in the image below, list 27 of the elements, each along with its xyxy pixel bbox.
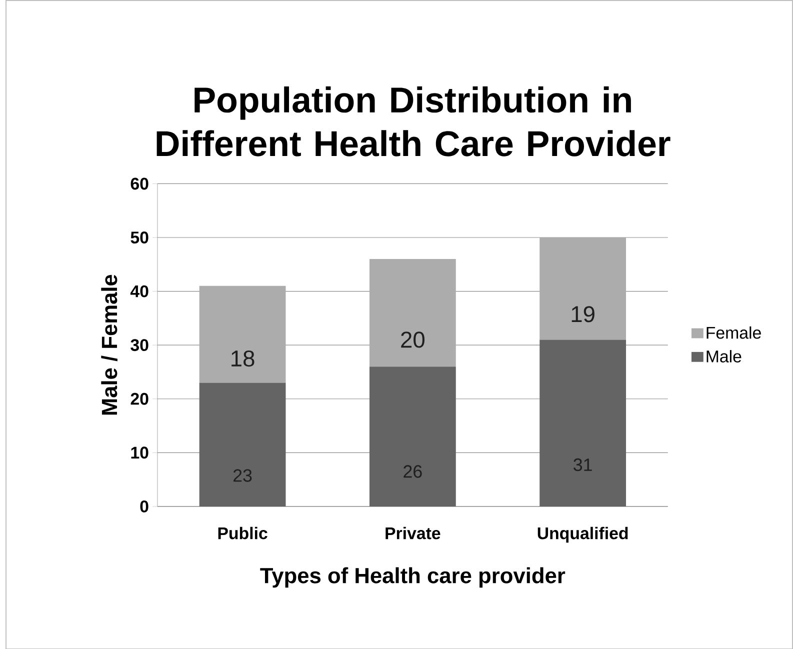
x-axis-title: Types of Health care provider — [260, 567, 566, 588]
y-tick-label: 10 — [131, 446, 148, 458]
data-label: 23 — [233, 468, 252, 482]
y-axis-title: Male / Female — [101, 274, 118, 414]
data-label: 31 — [574, 458, 592, 471]
bar — [369, 258, 456, 366]
y-tick-label: 50 — [130, 231, 148, 244]
y-tick-label: 60 — [130, 178, 148, 190]
x-tick-label: Unqualified — [538, 526, 628, 542]
y-tick-label: 30 — [130, 338, 148, 351]
chart-title: Population Distribution in Different Health Care Provider — [156, 86, 670, 156]
x-tick-label: Public — [218, 526, 268, 540]
bar — [369, 366, 456, 506]
y-tick-label: 40 — [130, 285, 148, 298]
x-tick-label: Private — [386, 526, 440, 540]
legend-label: Male — [706, 350, 742, 362]
data-label: 20 — [401, 331, 424, 348]
bar — [199, 286, 286, 383]
data-label: 26 — [404, 464, 422, 478]
bar — [540, 339, 626, 506]
data-label: 19 — [572, 306, 594, 322]
bar — [199, 382, 286, 506]
bar — [540, 237, 626, 340]
data-label: 18 — [232, 350, 254, 366]
legend-label: Female — [706, 326, 761, 339]
y-tick-label: 0 — [140, 500, 148, 512]
y-tick-label: 20 — [130, 392, 148, 405]
